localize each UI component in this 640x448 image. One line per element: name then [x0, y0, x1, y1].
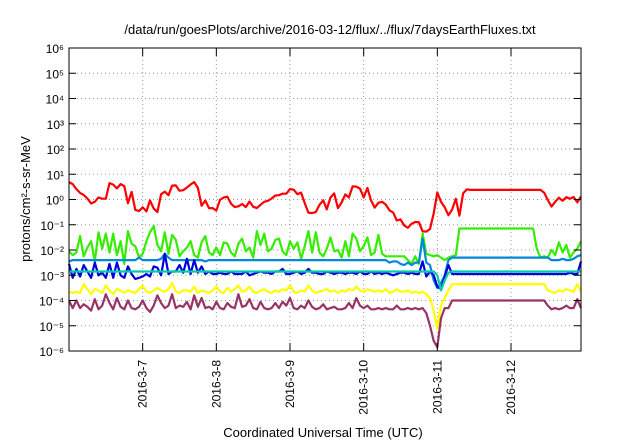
series-group — [67, 181, 583, 349]
y-tick-label: 10⁵ — [46, 67, 64, 81]
x-tick-labels: 2016-3-7 2016-3-8 2016-3-9 2016-3-10 2016-3-… — [136, 360, 518, 415]
x-axis-label: Coordinated Universal Time (UTC) — [223, 425, 422, 440]
y-tick-label: 10² — [47, 143, 64, 157]
series-line-4 — [67, 252, 583, 291]
series-line-6 — [68, 281, 582, 330]
series-line-7 — [68, 293, 583, 349]
y-tick-label: 10⁶ — [46, 42, 64, 56]
series-line-2 — [68, 224, 582, 265]
y-axis-label: protons/cm²-s-sr-MeV — [18, 136, 33, 262]
y-tick-label: 10⁻⁵ — [39, 320, 64, 334]
y-tick-label: 10⁻⁶ — [39, 345, 64, 359]
y-tick-label: 10⁻⁴ — [39, 295, 64, 309]
series-line-1 — [68, 181, 582, 233]
x-tick-label: 2016-3-9 — [283, 360, 297, 408]
x-tick-label: 2016-3-12 — [504, 360, 518, 415]
series-line-3 — [68, 237, 582, 289]
y-tick-label: 10⁻² — [40, 244, 64, 258]
x-tick-label: 2016-3-11 — [430, 360, 444, 414]
y-tick-labels: 10⁻⁶ 10⁻⁵ 10⁻⁴ 10⁻³ 10⁻² 10⁻¹ 10⁰ 10¹ 10² 10³ 10⁴ 1… — [39, 42, 64, 359]
chart-title: /data/run/goesPlots/archive/2016-03-12/f… — [124, 22, 536, 37]
y-tick-label: 10⁴ — [45, 93, 64, 107]
x-tick-label: 2016-3-10 — [357, 360, 371, 415]
ticks — [69, 47, 581, 352]
y-tick-label: 10⁰ — [46, 194, 64, 208]
y-tick-label: 10⁻³ — [40, 269, 64, 283]
y-tick-label: 10⁻¹ — [40, 219, 64, 233]
x-tick-label: 2016-3-7 — [136, 360, 150, 408]
y-tick-label: 10³ — [47, 118, 64, 132]
series-line-5 — [69, 270, 581, 292]
y-tick-label: 10¹ — [47, 168, 64, 182]
x-tick-label: 2016-3-8 — [209, 360, 223, 408]
